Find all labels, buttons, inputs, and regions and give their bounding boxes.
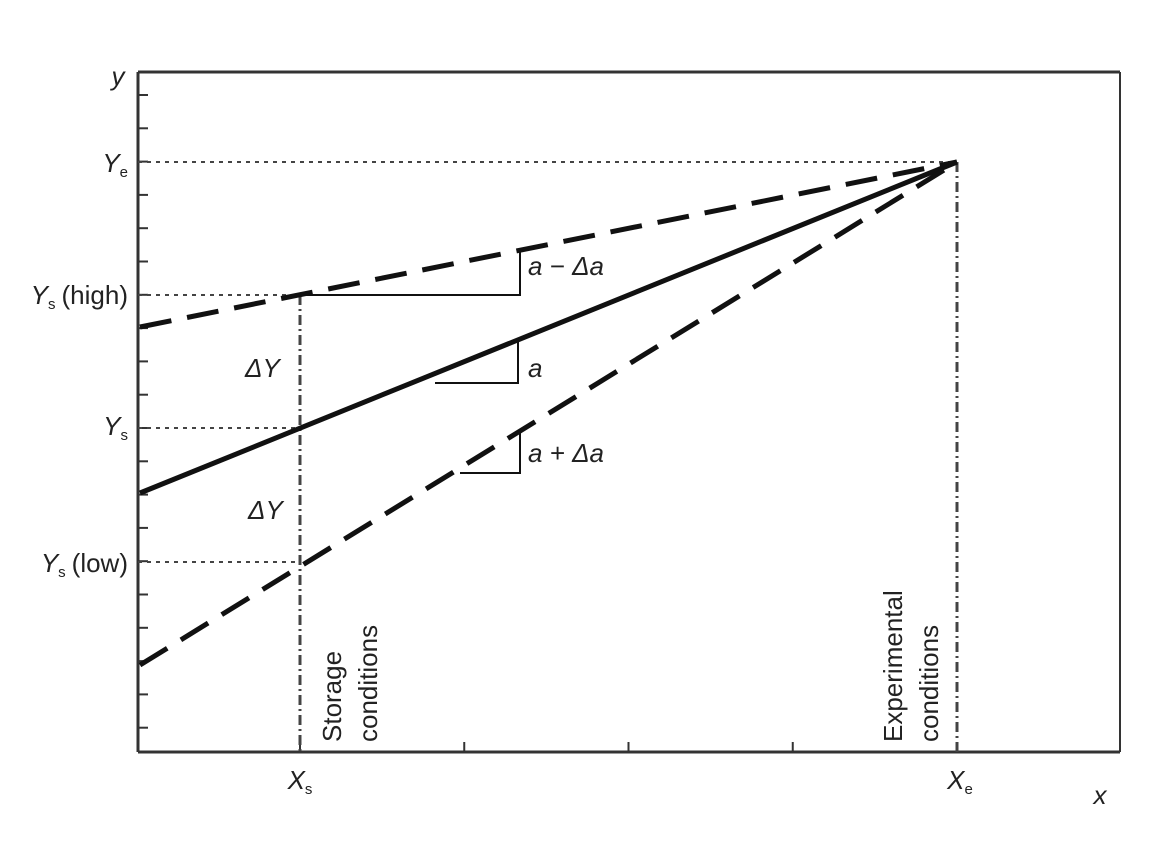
label-suffix: (low)	[72, 548, 128, 578]
label-main: Y	[41, 548, 60, 578]
x-axis-label: x	[1092, 780, 1108, 810]
label-suffix: (high)	[62, 280, 128, 310]
frame	[136, 70, 1121, 754]
delta-label: ΔY	[247, 495, 284, 525]
label-main: Y	[103, 411, 122, 441]
condition-label: conditions	[914, 625, 944, 742]
label-main: Y	[31, 280, 50, 310]
label-sub: e	[965, 781, 973, 798]
condition-label: Experimental	[878, 590, 908, 742]
slope-label: a − Δa	[528, 251, 604, 281]
axis-value-label: Ys (high)	[31, 280, 128, 313]
axis-value-label: Ye	[102, 148, 128, 181]
slope-label: a + Δa	[528, 438, 604, 468]
ticks	[138, 94, 958, 752]
label-sub: s	[48, 296, 56, 313]
delta-label: ΔY	[244, 353, 281, 383]
axis-value-label: Ys (low)	[41, 548, 128, 581]
lines	[138, 159, 959, 668]
label-sub: e	[120, 164, 128, 181]
slope-label: a	[528, 353, 542, 383]
axis-value-label: Xs	[287, 765, 313, 798]
label-main: X	[946, 765, 966, 795]
label-sub: s	[58, 564, 66, 581]
label-main: X	[287, 765, 307, 795]
label-sub: s	[305, 781, 313, 798]
y-axis-label: y	[110, 61, 127, 91]
condition-label: conditions	[353, 625, 383, 742]
axis-value-label: Xe	[946, 765, 973, 798]
axis-value-label: Ys	[103, 411, 128, 444]
label-main: Y	[102, 148, 121, 178]
guides	[138, 161, 959, 752]
condition-label: Storage	[317, 651, 347, 742]
label-sub: s	[121, 427, 129, 444]
